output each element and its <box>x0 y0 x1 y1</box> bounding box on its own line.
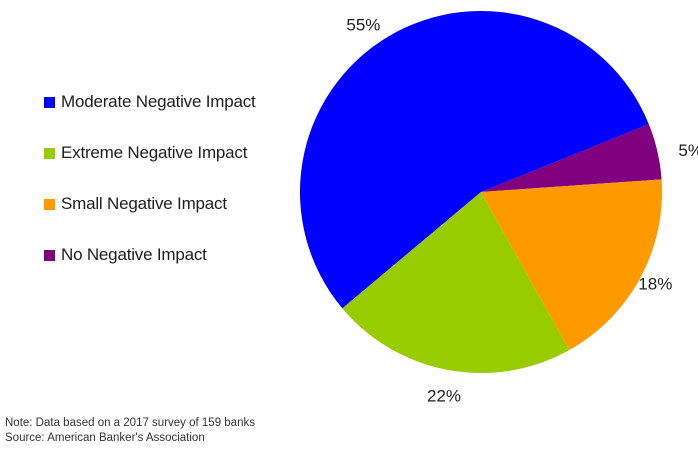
pie-slice-extreme-negative-impact <box>342 192 570 373</box>
legend-item-none: No Negative Impact <box>44 245 256 265</box>
legend: Moderate Negative Impact Extreme Negativ… <box>44 92 256 296</box>
legend-swatch <box>44 147 55 159</box>
chart-notes: Note: Data based on a 2017 survey of 159… <box>5 416 255 446</box>
pie-label: 55% <box>346 15 380 34</box>
legend-label: No Negative Impact <box>61 245 207 264</box>
pie-label: 18% <box>638 275 672 294</box>
legend-swatch <box>44 249 55 261</box>
source-text: Source: American Banker's Association <box>5 432 205 444</box>
pie-slice-small-negative-impact <box>481 179 663 350</box>
pie-label: 5% <box>678 141 698 160</box>
legend-label: Moderate Negative Impact <box>61 92 256 111</box>
legend-swatch <box>44 198 55 210</box>
legend-label: Extreme Negative Impact <box>61 143 248 162</box>
pie-slice-no-negative-impact <box>481 124 662 192</box>
legend-label: Small Negative Impact <box>61 194 227 213</box>
pie-label: 22% <box>427 387 461 406</box>
pie-slices <box>299 10 663 373</box>
legend-item-moderate: Moderate Negative Impact <box>44 92 256 112</box>
pie-labels: 5% 55% 22% 18% <box>346 15 698 405</box>
legend-item-extreme: Extreme Negative Impact <box>44 143 256 163</box>
legend-swatch <box>44 96 55 108</box>
note-text: Note: Data based on a 2017 survey of 159… <box>5 417 255 429</box>
pie-slice-moderate-negative-impact <box>299 10 649 309</box>
legend-item-small: Small Negative Impact <box>44 194 256 214</box>
